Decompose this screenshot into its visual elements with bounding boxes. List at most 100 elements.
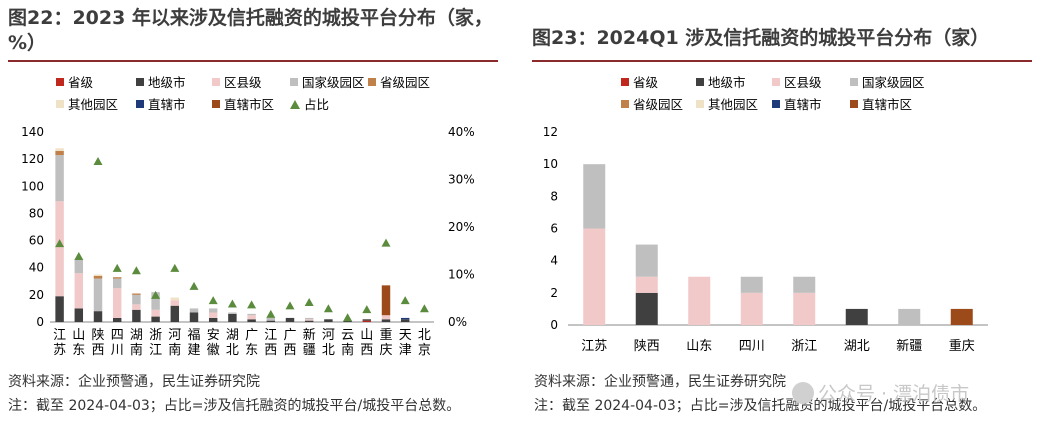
bar-segment-e58cbae58ebfe7baa7 xyxy=(170,300,180,306)
x-tick-label: 湖 xyxy=(130,328,143,343)
source-text: 资料来源：企业预警通，民生证券研究院 xyxy=(534,374,786,390)
legend-item: 直辖市 xyxy=(136,97,186,113)
wechat-logo-icon xyxy=(792,382,814,404)
share-point xyxy=(74,251,84,260)
share-point xyxy=(323,304,333,313)
share-point xyxy=(112,263,122,272)
stacked-bar-chart: 0 2 4 6 8 10 12 江苏 陕西 山东 四川 浙江 湖北 新疆 重庆 xyxy=(543,125,988,354)
x-tick-label: 川 xyxy=(111,343,124,358)
bar-segment-e59bbde5aeb6e7baa7e59bad xyxy=(208,308,218,313)
y-tick-label: 0 xyxy=(36,315,44,329)
legend-swatch xyxy=(772,78,780,86)
left-chart-panel: 图22：2023 年以来涉及信托融资的城投平台分布（家，%） 省级 地级市 区县级 国… xyxy=(0,0,510,438)
bar-segment-e59cb0e7baa7e5b882 xyxy=(228,313,237,322)
bar-segment-e59bbde5aeb6e7baa7e59bad xyxy=(55,155,64,202)
y-tick-label: 140 xyxy=(21,125,44,139)
chart-title: 图23：2024Q1 涉及信托融资的城投平台分布（家） xyxy=(532,27,990,49)
x-tick-label: 南 xyxy=(168,342,181,358)
bar-segment-e59cb0e7baa7e5b882 xyxy=(247,319,256,322)
legend-label: 国家级园区 xyxy=(302,75,365,90)
x-tick-label: 山东 xyxy=(686,339,712,354)
bar-segment-e59bbde5aeb6e7baa7e59bad xyxy=(266,317,276,321)
bar-segment-e59cb0e7baa7e5b882 xyxy=(74,308,84,322)
bar-segment-e58cbae58ebfe7baa7 xyxy=(381,315,391,320)
bar-segment-e79c81e7baa7e59bade58cba xyxy=(93,275,103,279)
x-tick-label: 庆 xyxy=(379,343,392,358)
share-point xyxy=(131,266,141,275)
x-tick-label: 西 xyxy=(264,343,277,358)
legend-swatch xyxy=(56,100,64,108)
y-tick-label: 20 xyxy=(29,288,44,302)
bar-segment-e59bbde5aeb6e7baa7e59bad xyxy=(228,312,237,314)
y-tick-label: 40 xyxy=(29,261,44,275)
bar-segment-e59cb0e7baa7e5b882 xyxy=(55,296,64,322)
x-tick-label: 西 xyxy=(283,343,296,358)
bar-segment-e58cbae58ebfe7baa7 xyxy=(740,292,763,325)
y-tick-label: 4 xyxy=(550,254,558,268)
share-point xyxy=(400,296,410,305)
bar-segment-e59cb0e7baa7e5b882 xyxy=(266,320,276,322)
x-tick-label: 河 xyxy=(168,328,181,343)
x-tick-label: 重 xyxy=(379,327,392,343)
x-tick-label: 云 xyxy=(341,328,354,343)
bar-segment-e58cbae58ebfe7baa7 xyxy=(74,273,84,309)
x-tick-label: 北 xyxy=(226,343,239,358)
y2-tick-label: 0% xyxy=(448,315,467,329)
bar-segment-e59bbde5aeb6e7baa7e59bad xyxy=(189,308,199,313)
bar-segment-e59bbde5aeb6e7baa7e59bad xyxy=(793,276,816,293)
bar-segment-e59bbde5aeb6e7baa7e59bad xyxy=(74,259,84,274)
x-tick-label: 北 xyxy=(322,343,335,358)
x-tick-label: 新疆 xyxy=(896,338,922,354)
triangle-marker-icon xyxy=(290,100,300,109)
x-tick-label: 津 xyxy=(399,343,412,358)
bar-segment-e59cb0e7baa7e5b882 xyxy=(343,320,352,322)
x-tick-label: 江 xyxy=(264,328,277,343)
x-tick-label: 广 xyxy=(245,328,258,343)
bar-segment-e58cbae58ebfe7baa7 xyxy=(635,276,658,293)
bar-segment-e59cb0e7baa7e5b882 xyxy=(324,319,333,322)
bar-segment-e59bbde5aeb6e7baa7e59bad xyxy=(93,278,103,312)
bar-segment-e79c81e7baa7 xyxy=(362,320,372,322)
legend-swatch xyxy=(368,78,376,86)
y2-tick-label: 20% xyxy=(448,220,475,234)
bar-segment-e59cb0e7baa7e5b882 xyxy=(381,319,391,322)
bar-segment-e79c81e7baa7e59bade58cba xyxy=(132,293,141,295)
x-tick-label: 浙 xyxy=(149,328,162,343)
x-tick-label: 南 xyxy=(341,342,354,358)
legend-swatch xyxy=(56,78,64,86)
legend-label: 省级 xyxy=(68,75,94,90)
legend-label: 直辖市区 xyxy=(224,97,275,112)
bar-segment-e59cb0e7baa7e5b882 xyxy=(93,311,103,322)
share-point xyxy=(304,298,314,307)
y2-tick-label: 10% xyxy=(448,268,475,282)
x-tick-label: 疆 xyxy=(303,343,316,358)
bar-segment-e58cbae58ebfe7baa7 xyxy=(688,276,711,325)
legend-item: 国家级园区 xyxy=(850,75,925,91)
bar-segment-e59cb0e7baa7e5b882 xyxy=(208,317,218,322)
y2-tick-label: 40% xyxy=(448,125,475,139)
bar-segment-e59cb0e7baa7e5b882 xyxy=(304,320,314,322)
x-tick-label: 北 xyxy=(418,328,431,343)
bar-segment-e79c81e7baa7e59bade58cba xyxy=(112,277,122,279)
stacked-bar-chart: 0204060801001201400%10%20%30%40%江苏山东陕西四川… xyxy=(21,125,475,358)
x-tick-label: 西 xyxy=(360,343,373,358)
legend-swatch xyxy=(850,78,858,86)
share-point xyxy=(227,299,237,308)
bar-segment-e59bbde5aeb6e7baa7e59bad xyxy=(740,276,763,293)
bar-segment-e58cbae58ebfe7baa7 xyxy=(112,288,122,318)
legend-item: 省级园区 xyxy=(368,75,430,91)
y-tick-label: 10 xyxy=(543,157,558,171)
x-tick-label: 江 xyxy=(53,328,66,343)
x-tick-label: 湖 xyxy=(226,328,239,343)
share-point xyxy=(381,238,391,247)
bar-segment-e59cb0e7baa7e5b882 xyxy=(400,319,410,322)
x-tick-label: 南 xyxy=(130,342,143,358)
bar-segment-e59cb0e7baa7e5b882 xyxy=(170,305,180,322)
legend-item: 直辖市 xyxy=(772,97,822,113)
legend-item: 直辖市区 xyxy=(212,97,274,113)
bar-segment-e79bb4e8be96e5b882 xyxy=(400,317,410,320)
bar-segment-e58cbae58ebfe7baa7 xyxy=(793,292,816,325)
bar-segment-e59cb0e7baa7e5b882 xyxy=(189,312,199,322)
x-tick-label: 东 xyxy=(72,343,85,358)
bar-segment-e59bbde5aeb6e7baa7e59bad xyxy=(112,278,122,289)
